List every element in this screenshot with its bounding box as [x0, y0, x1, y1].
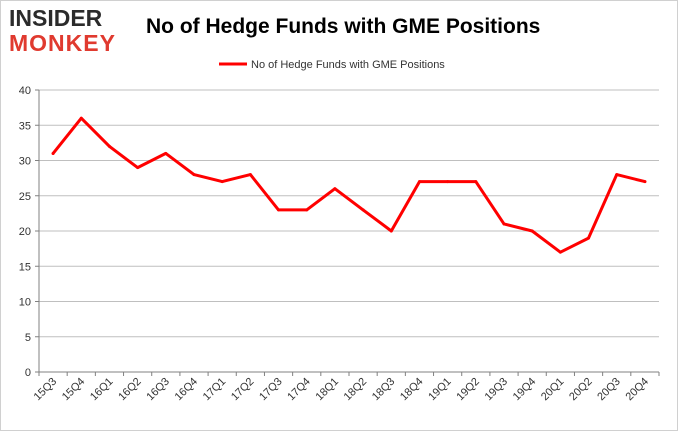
series-line-0 [51, 116, 647, 254]
y-tick-label: 35 [19, 120, 31, 132]
data-point [502, 222, 506, 226]
x-tick-label: 16Q4 [173, 376, 201, 404]
y-tick-label: 40 [19, 85, 31, 97]
x-tick-label: 18Q4 [398, 376, 426, 404]
y-tick-label: 25 [19, 191, 31, 203]
data-point [474, 180, 478, 184]
y-tick-label: 20 [19, 226, 31, 238]
x-tick-label: 20Q4 [624, 376, 652, 404]
x-tick-label: 17Q3 [257, 376, 285, 404]
insider-monkey-logo: INSIDER MONKEY [9, 7, 129, 57]
data-point [615, 173, 619, 177]
series-layer [51, 116, 647, 254]
y-tick-label: 0 [25, 367, 31, 379]
y-tick-label: 5 [25, 332, 31, 344]
x-tick-label: 20Q2 [567, 376, 595, 404]
data-point [530, 229, 534, 233]
chart-title: No of Hedge Funds with GME Positions [146, 15, 541, 38]
x-tick-label: 17Q2 [229, 376, 257, 404]
y-tick-label: 10 [19, 297, 31, 309]
x-axis-ticks: 15Q3 15Q4 16Q1 16Q2 16Q3 16Q4 17Q1 17Q2 17Q3 17Q4… [32, 372, 660, 404]
data-point [558, 250, 562, 254]
x-tick-label: 18Q1 [314, 376, 342, 404]
data-point [248, 173, 252, 177]
x-tick-label: 19Q4 [511, 376, 539, 404]
logo-line-2: MONKEY [9, 30, 116, 56]
x-tick-label: 15Q3 [32, 376, 60, 404]
x-tick-label: 20Q3 [595, 376, 623, 404]
data-point [389, 229, 393, 233]
data-point [79, 116, 83, 120]
y-axis-ticks: 0 5 10 15 20 25 30 35 40 [19, 85, 39, 379]
data-point [333, 187, 337, 191]
x-tick-label: 17Q4 [285, 376, 313, 404]
data-point [305, 208, 309, 212]
data-point [220, 180, 224, 184]
x-tick-label: 16Q3 [144, 376, 172, 404]
data-point [136, 166, 140, 170]
x-tick-label: 18Q3 [370, 376, 398, 404]
legend: No of Hedge Funds with GME Positions [219, 59, 445, 71]
data-point [361, 208, 365, 212]
legend-label: No of Hedge Funds with GME Positions [251, 59, 445, 71]
y-tick-label: 15 [19, 261, 31, 273]
logo-line-1: INSIDER [9, 5, 103, 31]
x-tick-label: 18Q2 [342, 376, 370, 404]
grid-lines [39, 89, 659, 338]
data-point [277, 208, 281, 212]
data-point [587, 236, 591, 240]
data-point [164, 151, 168, 155]
data-point [643, 180, 647, 184]
x-tick-label: 17Q1 [201, 376, 229, 404]
x-tick-label: 15Q4 [60, 376, 88, 404]
data-point [192, 173, 196, 177]
data-point [51, 151, 55, 155]
x-tick-label: 16Q1 [88, 376, 116, 404]
x-tick-label: 19Q1 [426, 376, 454, 404]
x-tick-label: 20Q1 [539, 376, 567, 404]
data-point [417, 180, 421, 184]
x-tick-label: 19Q2 [454, 376, 482, 404]
data-point [446, 180, 450, 184]
x-tick-label: 19Q3 [483, 376, 511, 404]
y-tick-label: 30 [19, 156, 31, 168]
data-point [107, 144, 111, 148]
x-tick-label: 16Q2 [116, 376, 144, 404]
